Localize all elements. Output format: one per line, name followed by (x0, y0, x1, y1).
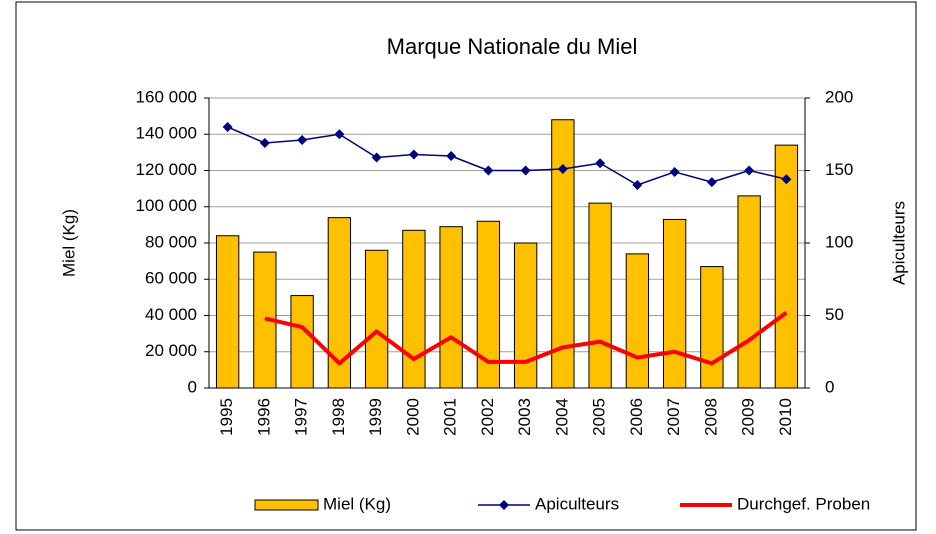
x-tick-label: 1996 (254, 398, 273, 436)
x-tick-label: 2007 (664, 398, 683, 436)
x-tick-label: 2000 (403, 398, 422, 436)
bar (662, 218, 687, 389)
bar (737, 195, 761, 389)
chart-frame (15, 1, 917, 531)
bar (439, 226, 463, 389)
x-tick-label: 2006 (627, 398, 646, 436)
y-tick-label: 20 000 (145, 341, 197, 360)
legend-swatch (254, 499, 319, 511)
y2-tick-label: 150 (825, 160, 853, 179)
line-marker (520, 165, 531, 176)
line-marker (371, 152, 382, 163)
y-tick-label: 140 000 (136, 124, 197, 143)
line-marker (222, 122, 233, 132)
y-axis-label: Miel (Kg) (59, 209, 78, 277)
bar (402, 229, 426, 389)
legend-label: Durchgef. Proben (737, 494, 870, 513)
x-tick-label: 2003 (515, 398, 534, 436)
y-tick-label: 40 000 (145, 305, 197, 324)
line-marker (632, 180, 643, 190)
line-marker (557, 164, 568, 175)
x-tick-label: 1999 (366, 398, 385, 436)
line-series (227, 126, 787, 186)
x-tick-label: 2005 (590, 398, 609, 436)
x-tick-label: 1997 (292, 398, 311, 436)
line-marker (334, 129, 345, 140)
y-tick-label: 0 (188, 377, 197, 396)
bar (364, 249, 389, 389)
line-series (264, 310, 788, 366)
y2-tick-label: 100 (825, 232, 853, 251)
legend-label: Apiculteurs (535, 494, 619, 513)
bar (700, 266, 724, 389)
y-tick-label: 100 000 (136, 196, 197, 215)
legend-label: Miel (Kg) (323, 494, 391, 513)
x-tick-label: 2008 (701, 398, 720, 436)
line-marker (483, 165, 494, 176)
y2-tick-label: 200 (825, 87, 853, 106)
line-marker (669, 166, 680, 177)
x-tick-label: 2001 (441, 398, 460, 436)
line-marker (595, 158, 606, 169)
line-marker (259, 137, 270, 148)
bar (290, 295, 314, 389)
bar (625, 253, 650, 389)
x-tick-label: 2010 (776, 398, 795, 436)
y-tick-label: 120 000 (136, 160, 197, 179)
line-marker (446, 151, 457, 161)
line-marker (297, 135, 308, 146)
bar (588, 202, 612, 389)
legend-marker (499, 500, 509, 510)
y2-tick-label: 50 (825, 305, 844, 324)
y-tick-label: 60 000 (145, 269, 197, 288)
line-marker (408, 149, 419, 160)
bar (215, 235, 240, 389)
y2-axis-label: Apiculteurs (889, 201, 908, 285)
x-tick-label: 1998 (329, 398, 348, 436)
x-tick-label: 2004 (552, 398, 571, 436)
y2-tick-label: 0 (825, 377, 834, 396)
bar (513, 242, 538, 389)
line-marker (706, 177, 717, 188)
line-marker (781, 174, 792, 185)
x-tick-label: 2009 (739, 398, 758, 436)
line-marker (744, 165, 755, 176)
chart-title: Marque Nationale du Miel (387, 34, 638, 59)
y-tick-label: 160 000 (136, 87, 197, 106)
y-tick-label: 80 000 (145, 232, 197, 251)
x-tick-label: 1995 (217, 398, 236, 436)
x-tick-label: 2002 (478, 398, 497, 436)
